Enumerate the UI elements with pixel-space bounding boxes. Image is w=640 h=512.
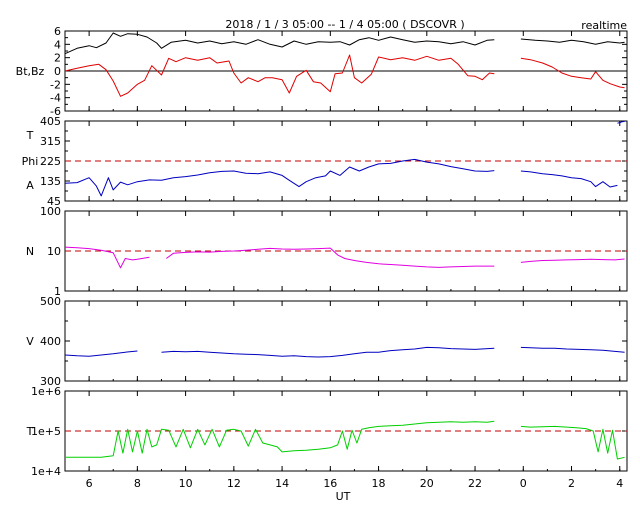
series-line-temperature-0 [65,420,495,458]
y-tick-label: 100 [40,205,61,218]
series-line-magnetic-field-1 [520,38,625,45]
y-tick-label: 45 [47,195,61,208]
y-tick-label: 500 [40,295,61,308]
panel-density: 100 10 1 N [26,205,628,298]
x-tick-label: 18 [372,477,386,490]
series-line-magnetic-field-0 [64,32,495,55]
x-tick-label: 4 [616,477,623,490]
y-tick-label: 0 [54,65,61,78]
y-tick-label: 315 [40,135,61,148]
y-tick-label: 1e+5 [31,425,61,438]
y-axis-label: Phi [22,155,39,168]
y-tick-label: 1 [54,285,61,298]
series-line-magnetic-field-3 [520,57,625,89]
panel-speed: 500 400 300 V [26,295,628,388]
x-tick-label: 2 [568,477,575,490]
y-tick-label: -6 [50,105,61,118]
y-tick-label: 135 [40,175,61,188]
x-tick-label: 10 [179,477,193,490]
x-axis-label: UT [336,490,351,503]
series-line-density-1 [520,258,625,263]
series-line-temperature-1 [520,425,625,460]
y-tick-label: 400 [40,335,61,348]
y-tick-label: 300 [40,375,61,388]
y-axis-label: N [26,245,34,258]
series-line-phi-angle-2 [617,120,625,124]
x-tick-label: 16 [323,477,337,490]
panel-temperature: 1e+6 1e+5 1e+4 T [26,385,628,478]
realtime-label: realtime [581,19,627,32]
series-line-speed-1 [520,346,625,353]
x-tick-label: 20 [420,477,434,490]
chart-title: 2018 / 1 / 3 05:00 -- 1 / 4 05:00 ( DSCO… [225,18,464,31]
y-tick-label: 4 [54,38,61,51]
y-tick-label: -4 [50,92,61,105]
series-line-magnetic-field-2 [64,54,495,97]
y-tick-label: 2 [54,52,61,65]
x-tick-label: 8 [134,477,141,490]
y-axis-label: V [26,335,34,348]
y-axis-label: A [26,179,34,192]
series-line-density-0 [64,246,495,269]
y-tick-label: 225 [40,155,61,168]
x-tick-label: 0 [520,477,527,490]
y-tick-label: 1e+4 [31,465,61,478]
x-tick-label: 22 [468,477,482,490]
y-tick-label: -2 [50,78,61,91]
series-line-phi-angle-1 [520,170,618,188]
y-axis-label: T [26,425,34,438]
panel-frame [64,300,628,382]
x-tick-label: 12 [227,477,241,490]
x-tick-label: 14 [275,477,289,490]
y-tick-label: 10 [47,245,61,258]
y-tick-label: 6 [54,25,61,38]
y-tick-label: 1e+6 [31,385,61,398]
y-axis-label: T [26,129,34,142]
series-line-phi-angle-0 [64,158,495,197]
x-tick-label: 6 [86,477,93,490]
series-line-speed-0 [64,346,495,358]
y-axis-label: Bt,Bz [16,65,45,78]
panel-phi-angle: 405 315 225 135 45 T Phi A [22,115,628,208]
y-tick-label: 405 [40,115,61,128]
